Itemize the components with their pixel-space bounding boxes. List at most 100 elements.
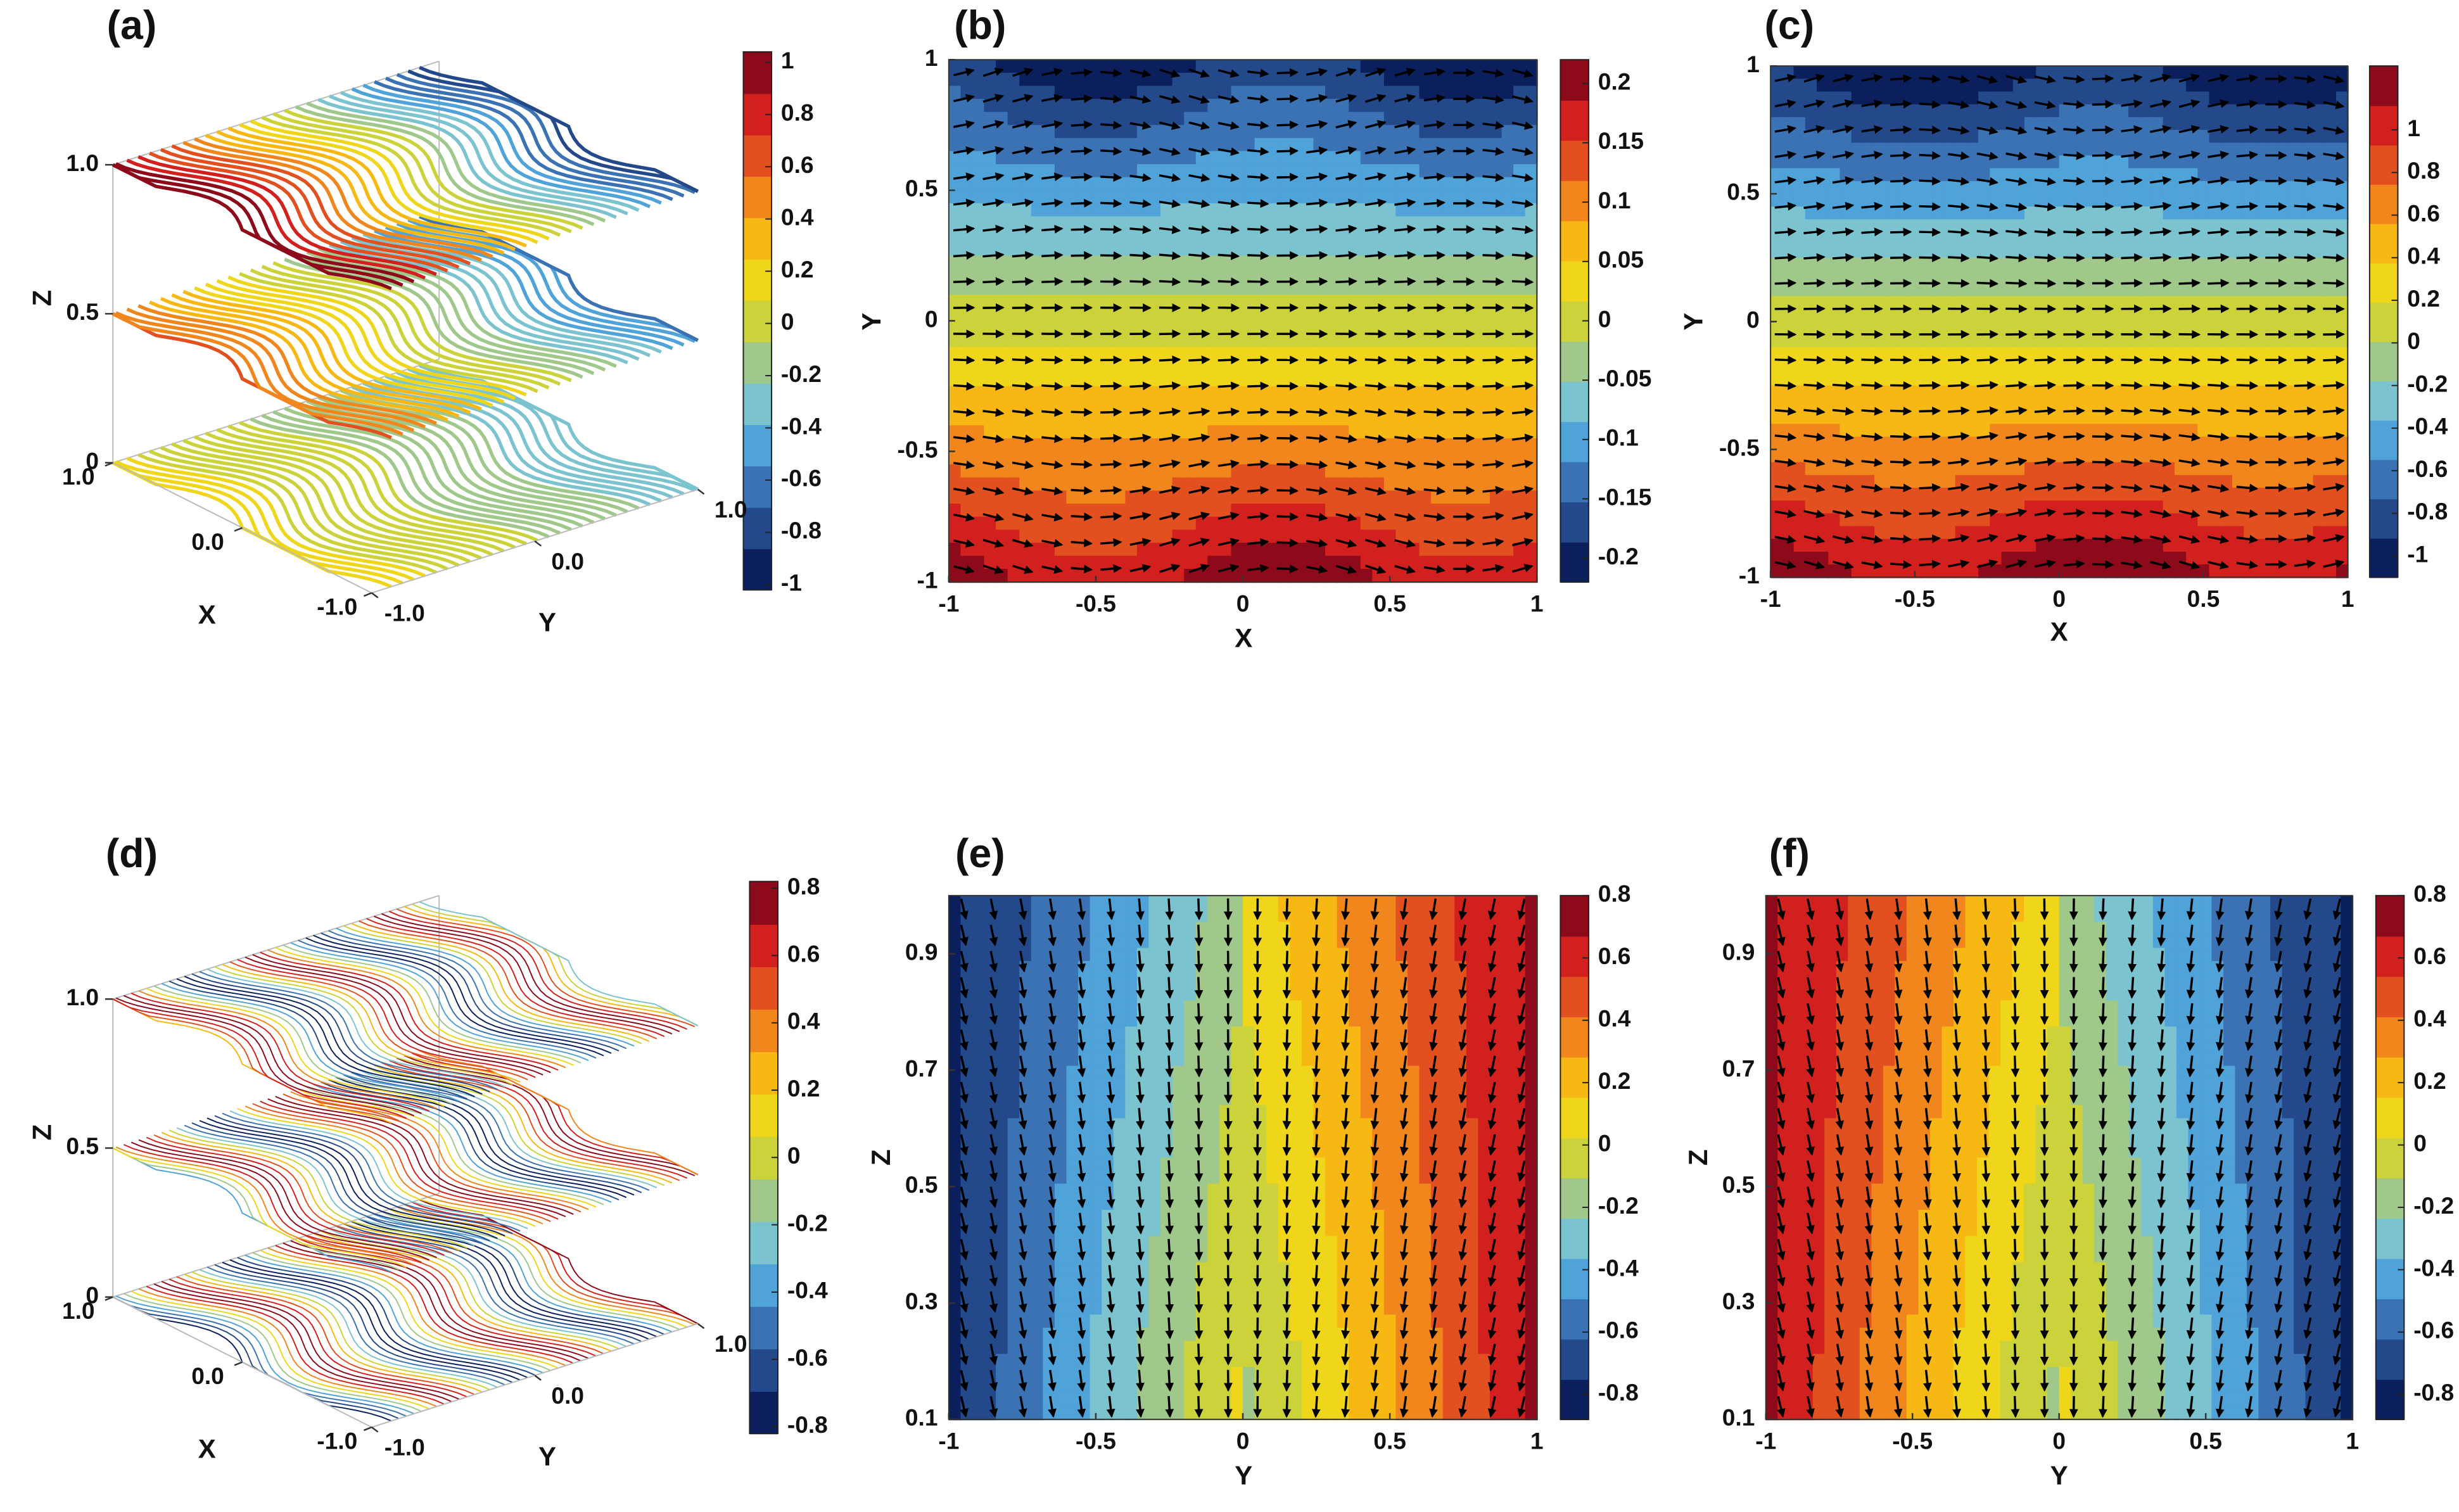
contour-cell [2105,372,2118,387]
contour-cell [2105,410,2118,425]
contour-cell [1513,307,1527,322]
contour-cell [1525,111,1538,126]
contour-cell [2313,181,2326,195]
vector-arrow [1774,381,1797,390]
contour-cell [2140,245,2152,259]
contour-cell [1266,151,1280,165]
contour-cell [2070,270,2083,284]
contour-cell [1955,564,1968,578]
contour-cell [1160,530,1174,544]
contour-cell [1886,257,1899,272]
contour-cell [1431,360,1444,374]
contour-cell [1325,516,1338,531]
contour-cell [1851,219,1864,233]
contour-cell [2024,347,2037,361]
contour-cell [1360,295,1373,309]
contour-cell [2209,334,2222,348]
contour-cell [2290,334,2303,348]
contour-cell [1102,451,1115,466]
contour-cell [1325,216,1338,231]
contour-cell [1184,530,1197,544]
contour-cell [1466,203,1479,218]
contour-cell [1921,206,1933,220]
contour-cell [1066,386,1079,400]
x-tick [363,592,372,597]
contour-cell [1007,111,1020,126]
contour-cell [1349,255,1362,270]
contour-cell [972,542,986,557]
contour-cell [2255,385,2268,400]
contour-cell [1897,79,1910,93]
z-tick-label: 0 [86,447,99,474]
contour-cell [1125,137,1138,153]
contour-cell [2070,155,2083,170]
contour-cell [1501,346,1515,361]
contour-cell [1195,281,1209,296]
contour-cell [2094,436,2107,450]
contour-cell [2255,551,2268,566]
contour-cell [1817,474,1829,489]
contour-cell [2278,564,2291,578]
contour-cell [2266,449,2280,464]
contour-cell [1349,307,1362,322]
contour-cell [1932,66,1945,80]
contour-cell [1184,516,1197,531]
contour-cell [2255,232,2268,246]
contour-cell [1478,321,1491,335]
contour-cell [2105,360,2118,374]
contour-cell [2116,334,2130,348]
contour-cell [2024,360,2037,374]
contour-cell [1874,398,1887,412]
contour-cell [1793,526,1807,540]
contour-cell [1160,137,1174,153]
contour-cell [1313,438,1326,453]
contour-cell [1478,334,1491,348]
contour-cell [1442,216,1456,231]
contour-cell [1454,229,1468,244]
contour-cell [1043,542,1056,557]
contour-cell [1383,60,1397,74]
contour-cell [1407,255,1421,270]
contour-cell [2278,347,2291,361]
contour-cell [2059,257,2072,272]
contour-cell [2278,334,2291,348]
contour-cell [2255,347,2268,361]
vector-arrow [1247,173,1269,182]
contour-cell [2290,206,2303,220]
contour-cell [1874,385,1887,400]
contour-cell [2094,538,2107,553]
contour-cell [948,151,962,165]
contour-cell [1770,283,1783,297]
contour-cell [2012,513,2026,528]
contour-cell [1148,307,1162,322]
contour-cell [2082,410,2095,425]
vector-arrow [2236,432,2259,442]
contour-cell [948,203,962,218]
contour-cell [2163,372,2176,387]
contour-cell [972,125,986,139]
contour-cell [1978,181,1991,195]
contour-cell [1184,99,1197,113]
vector-arrow [1890,74,1912,83]
contour-cell [2278,104,2291,118]
contour-cell [1839,232,1853,246]
contour-cell [1066,242,1079,257]
contour-cell [1932,270,1945,284]
contour-cell [2209,538,2222,553]
contour-cell [1525,60,1538,74]
contour-cell [1125,412,1138,426]
contour-cell [1219,151,1232,165]
contour-cell [1290,307,1303,322]
contour-cell [1090,295,1103,309]
contour-cell [960,151,974,165]
contour-cell [2335,193,2349,208]
slice-line [171,442,471,564]
contour-cell [1395,360,1409,374]
contour-cell [1290,203,1303,218]
contour-cell [2313,232,2326,246]
contour-cell [2059,360,2072,374]
contour-cell [1207,86,1221,100]
contour-cell [2290,462,2303,476]
contour-cell [1828,436,1841,450]
contour-cell [1066,569,1079,583]
